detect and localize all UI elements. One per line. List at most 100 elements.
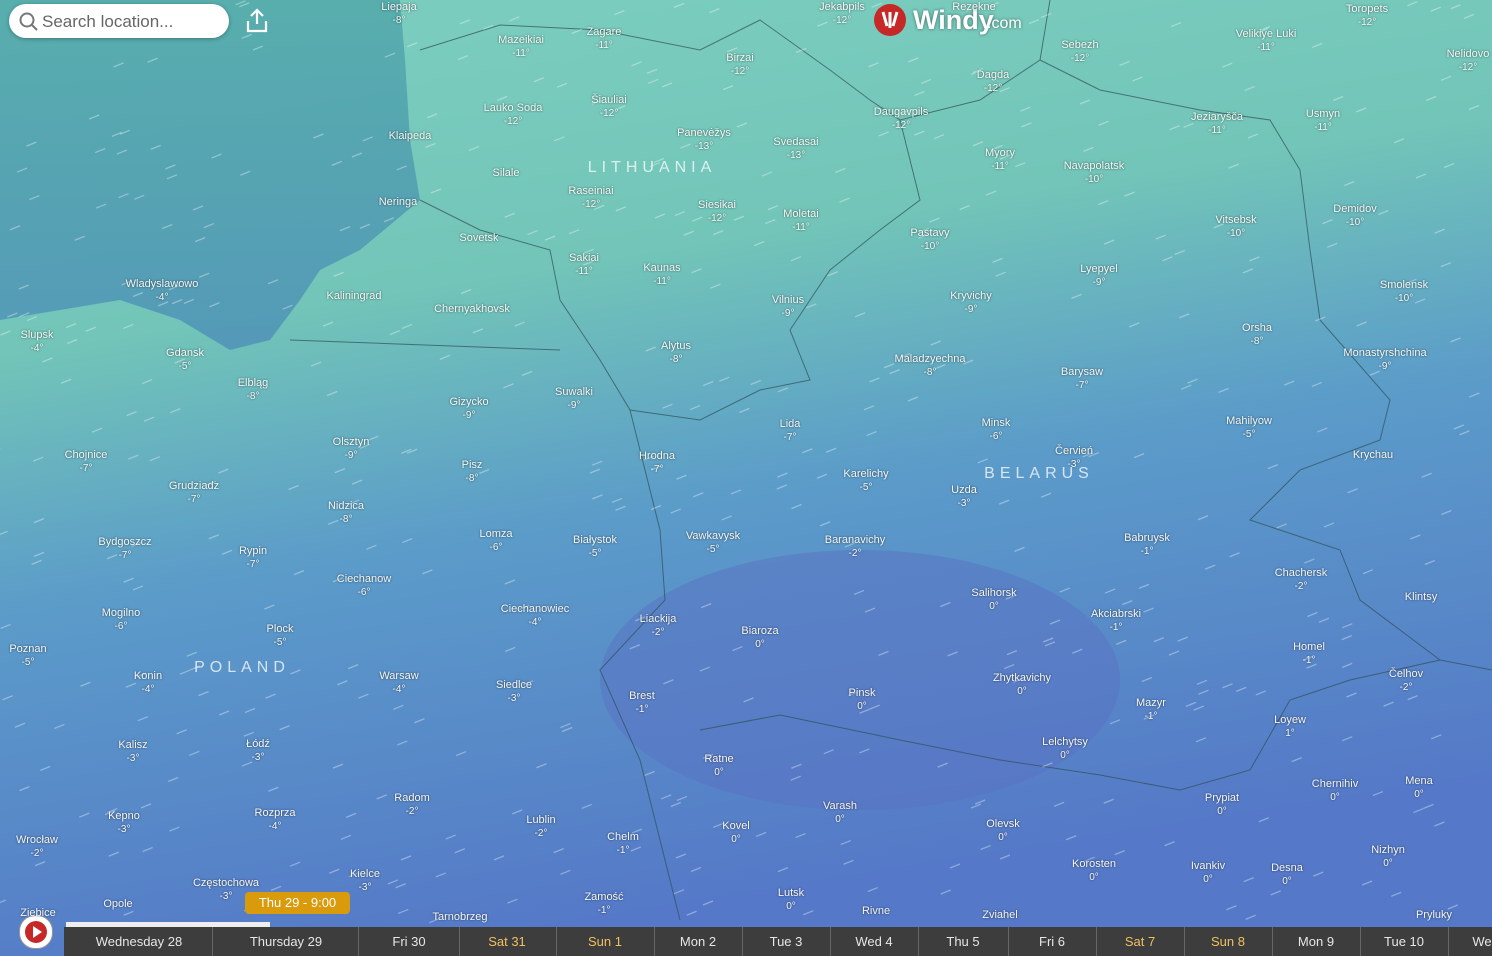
city-temp: -11°: [512, 48, 530, 59]
city-name: Zamość: [584, 891, 624, 903]
city-label: Elbląg -8°: [238, 376, 269, 404]
city-label: Červień -3°: [1055, 444, 1093, 472]
city-label: Daugavpils -12°: [874, 105, 928, 133]
search-placeholder: Search location...: [42, 12, 174, 31]
city-temp: -11°: [1257, 42, 1275, 53]
city-temp: -8°: [465, 473, 479, 484]
day-label[interactable]: Tue 10: [1384, 934, 1424, 949]
day-separator: [918, 927, 919, 956]
day-label[interactable]: Tue 3: [769, 934, 803, 949]
city-label: Hrodna -7°: [639, 449, 675, 477]
play-button[interactable]: [19, 915, 53, 949]
city-temp: -8°: [392, 15, 406, 26]
city-temp: 0°: [1217, 806, 1227, 817]
city-label: Monastyrshchina -9°: [1343, 346, 1426, 374]
city-temp: -1°: [1302, 655, 1316, 666]
timeline-bar[interactable]: [64, 927, 1492, 956]
city-name: Neringa: [378, 196, 418, 208]
city-label: Kalisz -3°: [118, 738, 147, 766]
city-name: Maladzyechna: [894, 353, 966, 365]
city-name: Rypin: [238, 545, 268, 557]
city-label: Slupsk -4°: [20, 328, 53, 356]
city-name: Nidzica: [327, 500, 365, 512]
city-label: Vilnius -9°: [772, 293, 804, 321]
city-name: Liackija: [639, 613, 677, 625]
day-label[interactable]: Sun 8: [1211, 934, 1245, 949]
city-temp: 0°: [835, 814, 845, 825]
city-name: Smolensk: [1379, 279, 1429, 291]
city-label: Vitsebsk -10°: [1215, 213, 1256, 241]
city-temp: 0°: [1089, 872, 1099, 883]
day-label[interactable]: Wednesday 28: [95, 934, 183, 949]
day-label[interactable]: Sat 31: [488, 934, 526, 949]
city-temp: -12°: [599, 108, 619, 119]
day-label[interactable]: Fri 6: [1039, 934, 1065, 949]
city-label: Grudziadz -7°: [169, 479, 219, 507]
city-label: Zviahel: [982, 908, 1017, 922]
city-temp: -12°: [503, 116, 523, 127]
city-label: Alytus -8°: [661, 339, 691, 367]
city-label: Baranavichy -2°: [825, 533, 886, 561]
city-label: Brest -1°: [629, 689, 655, 717]
share-button[interactable]: [243, 7, 271, 35]
day-label[interactable]: Mon 9: [1297, 934, 1335, 949]
city-name: Lyepyel: [1080, 263, 1118, 275]
search-box[interactable]: Search location...: [9, 4, 229, 38]
day-label[interactable]: Mon 2: [679, 934, 717, 949]
city-temp: -7°: [118, 550, 132, 561]
day-label[interactable]: Fri 30: [392, 934, 426, 949]
city-name: Mogilno: [101, 607, 141, 619]
city-temp: -1°: [597, 905, 611, 916]
city-label: Birzai -12°: [726, 51, 754, 79]
timeline-progress: [66, 922, 270, 927]
city-label: Białystok -5°: [573, 533, 617, 561]
city-label: Liepaja -8°: [381, 0, 416, 28]
city-temp: -9°: [567, 400, 581, 411]
day-label[interactable]: Thu 5: [946, 934, 980, 949]
day-separator: [556, 927, 557, 956]
city-label: Orsha -8°: [1242, 321, 1272, 349]
city-label: Poznan -5°: [9, 642, 46, 670]
city-name: Korosten: [1071, 858, 1117, 870]
city-name: Salihorsk: [971, 587, 1017, 599]
city-name: Kalisz: [118, 739, 148, 751]
city-temp: -9°: [1092, 277, 1106, 288]
day-label[interactable]: Sat 7: [1124, 934, 1156, 949]
city-label: Kaunas -11°: [643, 261, 680, 289]
city-temp: -7°: [79, 463, 93, 474]
city-temp: -8°: [246, 391, 260, 402]
city-name: Raseiniai: [568, 185, 614, 197]
city-name: Monastyrshchina: [1343, 347, 1427, 359]
day-label[interactable]: Wed 4: [855, 934, 893, 949]
city-label: Lida -7°: [780, 417, 801, 445]
city-temp: -12°: [832, 15, 852, 26]
city-temp: -1°: [1140, 546, 1154, 557]
city-label: Klintsy: [1405, 590, 1437, 604]
city-label: Rivne: [862, 904, 890, 918]
city-name: Biaroza: [741, 625, 779, 637]
city-label: Bydgoszcz -7°: [98, 535, 151, 563]
country-label: BELARUS: [984, 465, 1094, 482]
city-name: Chojnice: [64, 449, 108, 461]
day-label[interactable]: Sun 1: [588, 934, 622, 949]
city-name: Kielce: [350, 868, 380, 880]
city-temp: -1°: [1144, 711, 1158, 722]
day-label[interactable]: We: [1472, 934, 1492, 949]
city-temp: -12°: [1458, 62, 1478, 73]
city-temp: 0°: [998, 832, 1008, 843]
city-temp: -7°: [246, 559, 260, 570]
city-label: Ciechanowiec -4°: [501, 602, 569, 630]
city-label: Rezekne: [952, 0, 995, 14]
city-name: Ciechanow: [336, 573, 392, 585]
city-name: Demidov: [1333, 203, 1377, 215]
day-separator: [1008, 927, 1009, 956]
city-name: Pisz: [461, 459, 483, 471]
city-temp: -3°: [251, 752, 265, 763]
day-label[interactable]: Thursday 29: [249, 934, 323, 949]
city-temp: -10°: [1084, 174, 1104, 185]
city-name: Wladyslawowo: [125, 278, 199, 290]
city-name: Alytus: [661, 340, 691, 352]
city-label: Nidzica -8°: [328, 499, 364, 527]
city-name: Rivne: [861, 905, 891, 917]
